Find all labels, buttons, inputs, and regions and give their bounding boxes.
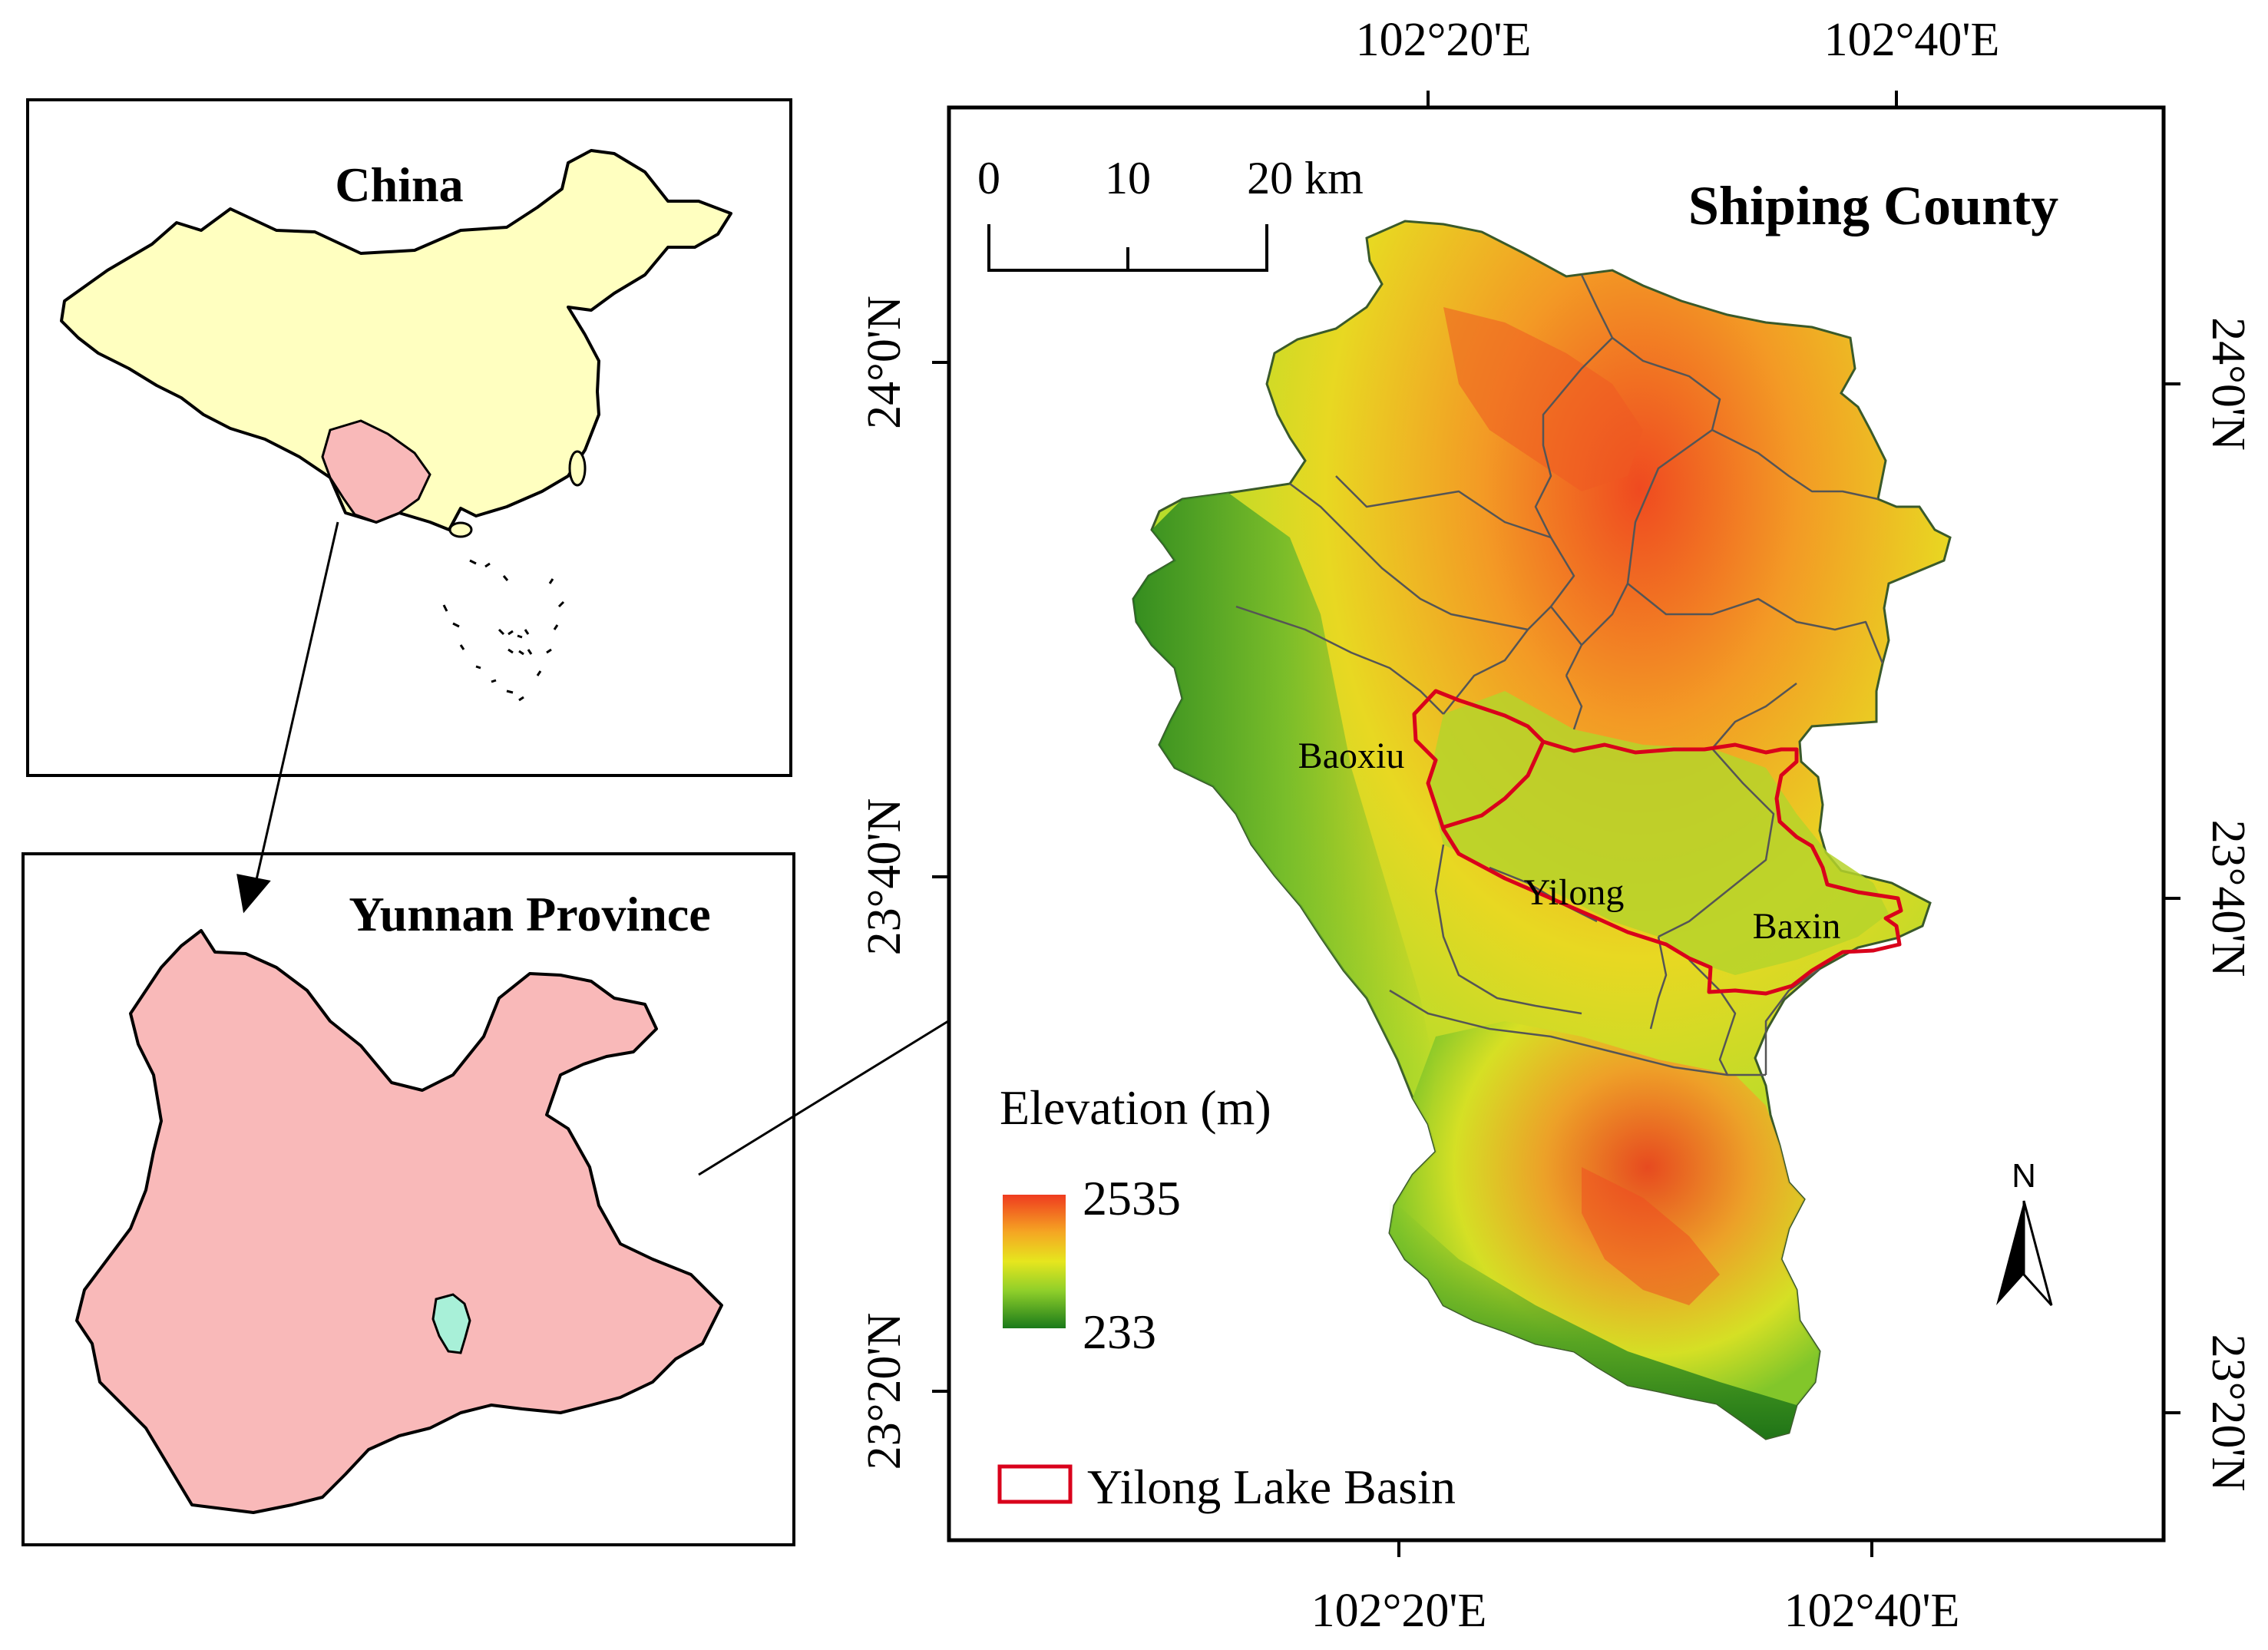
southern-edge-terrain [1390,1198,1797,1439]
bottom-tick-label-2: 102°40'E [1784,1585,1960,1637]
scale-label-0: 0 [977,153,1000,203]
right-tick-label-2: 23°40'N [2202,820,2254,977]
yunnan-outline [75,929,723,1514]
scale-label-20km: 20 km [1247,153,1364,203]
north-arrow-right-half [2022,1200,2053,1307]
left-tick-label-2: 23°40'N [858,799,911,956]
right-tick-label-3: 23°20'N [2202,1334,2254,1492]
shiping-county-in-yunnan [431,1293,471,1354]
yilong-lake-basin-outline [1412,689,1903,996]
scale-label-10: 10 [1105,153,1151,203]
place-label-yilong: Yilong [1524,872,1625,913]
place-label-baoxiu: Baoxiu [1298,736,1405,776]
hainan-island [448,521,473,538]
elevation-max-label: 2535 [1083,1171,1181,1225]
northern-peak-terrain [1443,307,1643,491]
scale-bar: 0 10 20 km [977,153,1364,272]
southern-peak-terrain [1582,1167,1720,1305]
main-map-panel: 102°20'E 102°40'E 102°20'E 102°40'E 24°0… [858,14,2254,1637]
basin-legend: Yilong Lake Basin [997,1460,1456,1514]
top-tick-label-2: 102°40'E [1824,14,2000,66]
basin-legend-label: Yilong Lake Basin [1087,1460,1456,1514]
place-label-baxin: Baxin [1753,906,1841,947]
western-valley-terrain [1133,493,1436,1124]
china-outline [60,149,732,531]
north-arrow-label: N [2012,1157,2036,1195]
yilong-lake-basin-divider [1441,740,1546,830]
arrowhead-1 [236,874,271,914]
shiping-county-terrain [1132,220,1952,1440]
top-tick-label-1: 102°20'E [1356,14,1532,66]
elevation-legend: Elevation (m) 2535 233 [1000,1080,1271,1359]
yunnan-in-china [321,419,431,524]
bottom-tick-label-1: 102°20'E [1311,1585,1487,1637]
left-tick-label-3: 23°20'N [858,1313,911,1470]
china-title: China [335,157,463,212]
left-tick-label-1: 24°0'N [858,296,911,429]
north-arrow-left-half [1996,1201,2024,1305]
taiwan-island [568,450,587,487]
frame-ticks [932,91,2180,1557]
elevation-legend-title: Elevation (m) [1000,1080,1271,1135]
county-title: Shiping County [1688,175,2058,236]
elevation-color-ramp [1003,1195,1066,1328]
basin-legend-swatch [997,1464,1073,1504]
right-tick-label-1: 24°0'N [2202,317,2254,451]
china-panel: China [26,98,792,777]
yunnan-title: Yunnan Province [349,887,710,941]
north-arrow: N [1996,1157,2053,1307]
yunnan-panel: Yunnan Province [21,852,795,1546]
south-china-sea-islands [442,559,565,702]
central-basin-terrain [1428,691,1889,975]
elevation-min-label: 233 [1083,1304,1156,1359]
township-boundaries [1235,274,1884,1076]
china-to-yunnan-arrow [254,521,339,884]
